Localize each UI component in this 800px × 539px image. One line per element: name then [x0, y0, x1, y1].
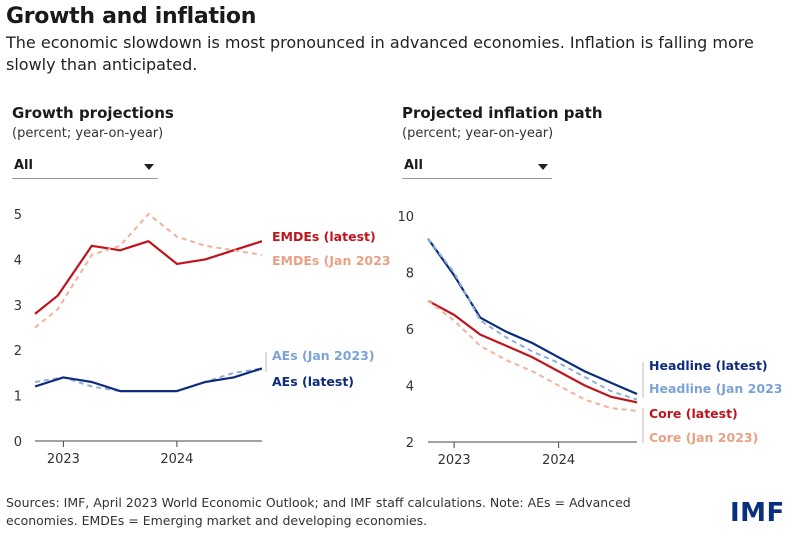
- series-line: [34, 213, 263, 329]
- y-tick-label: 1: [14, 390, 22, 405]
- inflation-filter-dropdown[interactable]: All: [402, 155, 552, 179]
- y-tick-label: 2: [406, 436, 414, 451]
- series-label: AEs (latest): [272, 374, 354, 389]
- series-label: EMDEs (latest): [272, 229, 376, 244]
- series-line: [34, 367, 263, 393]
- y-tick-label: 4: [406, 380, 414, 395]
- y-tick-label: 2: [14, 344, 22, 359]
- series-label: AEs (Jan 2023): [272, 348, 375, 363]
- series-line: [427, 300, 638, 412]
- chevron-down-icon: [538, 164, 548, 170]
- y-tick-label: 8: [406, 267, 414, 282]
- growth-filter-dropdown[interactable]: All: [12, 155, 158, 179]
- y-tick-label: 6: [406, 323, 414, 338]
- inflation-filter-value: All: [404, 158, 423, 173]
- x-tick-label: 2023: [47, 452, 80, 467]
- page-subtitle: The economic slowdown is most pronounced…: [6, 33, 754, 74]
- x-tick-label: 2024: [542, 453, 575, 468]
- series-line: [427, 299, 638, 404]
- x-tick-label: 2023: [438, 453, 471, 468]
- series-line: [427, 237, 638, 396]
- y-tick-label: 3: [14, 299, 22, 314]
- series-label: EMDEs (Jan 2023: [272, 253, 391, 268]
- series-label: Core (Jan 2023): [649, 430, 758, 445]
- series-line: [427, 237, 638, 401]
- y-tick-label: 5: [14, 208, 22, 223]
- series-label: Headline (Jan 2023: [649, 381, 782, 396]
- series-label: Core (latest): [649, 406, 738, 421]
- imf-logo: IMF: [730, 498, 785, 528]
- series-label: Headline (latest): [649, 358, 768, 373]
- y-tick-label: 0: [14, 435, 22, 450]
- x-tick-label: 2024: [160, 452, 193, 467]
- inflation-panel-title: Projected inflation path: [402, 104, 603, 122]
- growth-panel-title: Growth projections: [12, 104, 174, 122]
- series-line: [34, 367, 263, 393]
- inflation-panel-subtitle: (percent; year-on-year): [402, 126, 554, 141]
- sources-note: Sources: IMF, April 2023 World Economic …: [6, 495, 631, 528]
- page-title: Growth and inflation: [6, 4, 257, 29]
- growth-filter-value: All: [14, 158, 33, 173]
- chevron-down-icon: [144, 164, 154, 170]
- y-tick-label: 10: [397, 210, 414, 225]
- y-tick-label: 4: [14, 253, 22, 268]
- growth-panel-subtitle: (percent; year-on-year): [12, 126, 164, 141]
- series-line: [34, 240, 263, 315]
